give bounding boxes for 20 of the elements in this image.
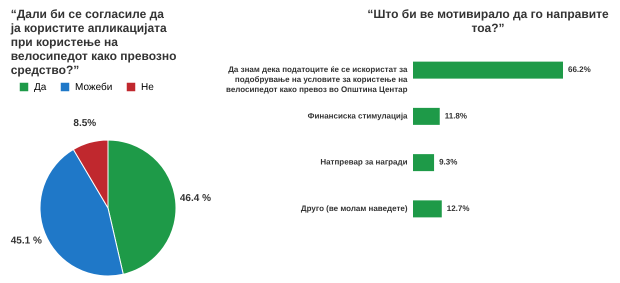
y-tick-label: Да знам дека податоците ќе се искористат за подобрување на условите за користење на велосипедот како превоз во Општина Центар	[226, 65, 408, 94]
y-tick-label: Финансиска стимулација	[308, 111, 408, 120]
chart-title: “Што би ве мотивирало да го направите тоа?”	[367, 7, 609, 35]
data-label: 45.1 %	[10, 236, 42, 247]
bar	[413, 108, 440, 125]
bar	[413, 200, 442, 218]
chart-title: “Дали би се согласиле да ја користите апликацијата при користење на велосипедот како превозно средство?”	[10, 7, 176, 77]
bar	[413, 62, 563, 79]
data-label: 46.4 %	[180, 193, 212, 204]
data-label: 11.8%	[444, 111, 467, 120]
y-tick-label: Друго (ве молам наведете)	[300, 204, 408, 213]
legend-label: Не	[141, 82, 154, 93]
legend-label: Да	[34, 82, 47, 93]
bar	[413, 154, 434, 172]
data-label: 12.7%	[446, 204, 470, 213]
data-label: 9.3%	[439, 158, 458, 167]
data-label: 66.2%	[568, 65, 591, 74]
legend-label: Можеби	[75, 82, 112, 93]
y-tick-label: Натпревар за награди	[320, 158, 408, 167]
data-label: 8.5%	[73, 118, 96, 130]
